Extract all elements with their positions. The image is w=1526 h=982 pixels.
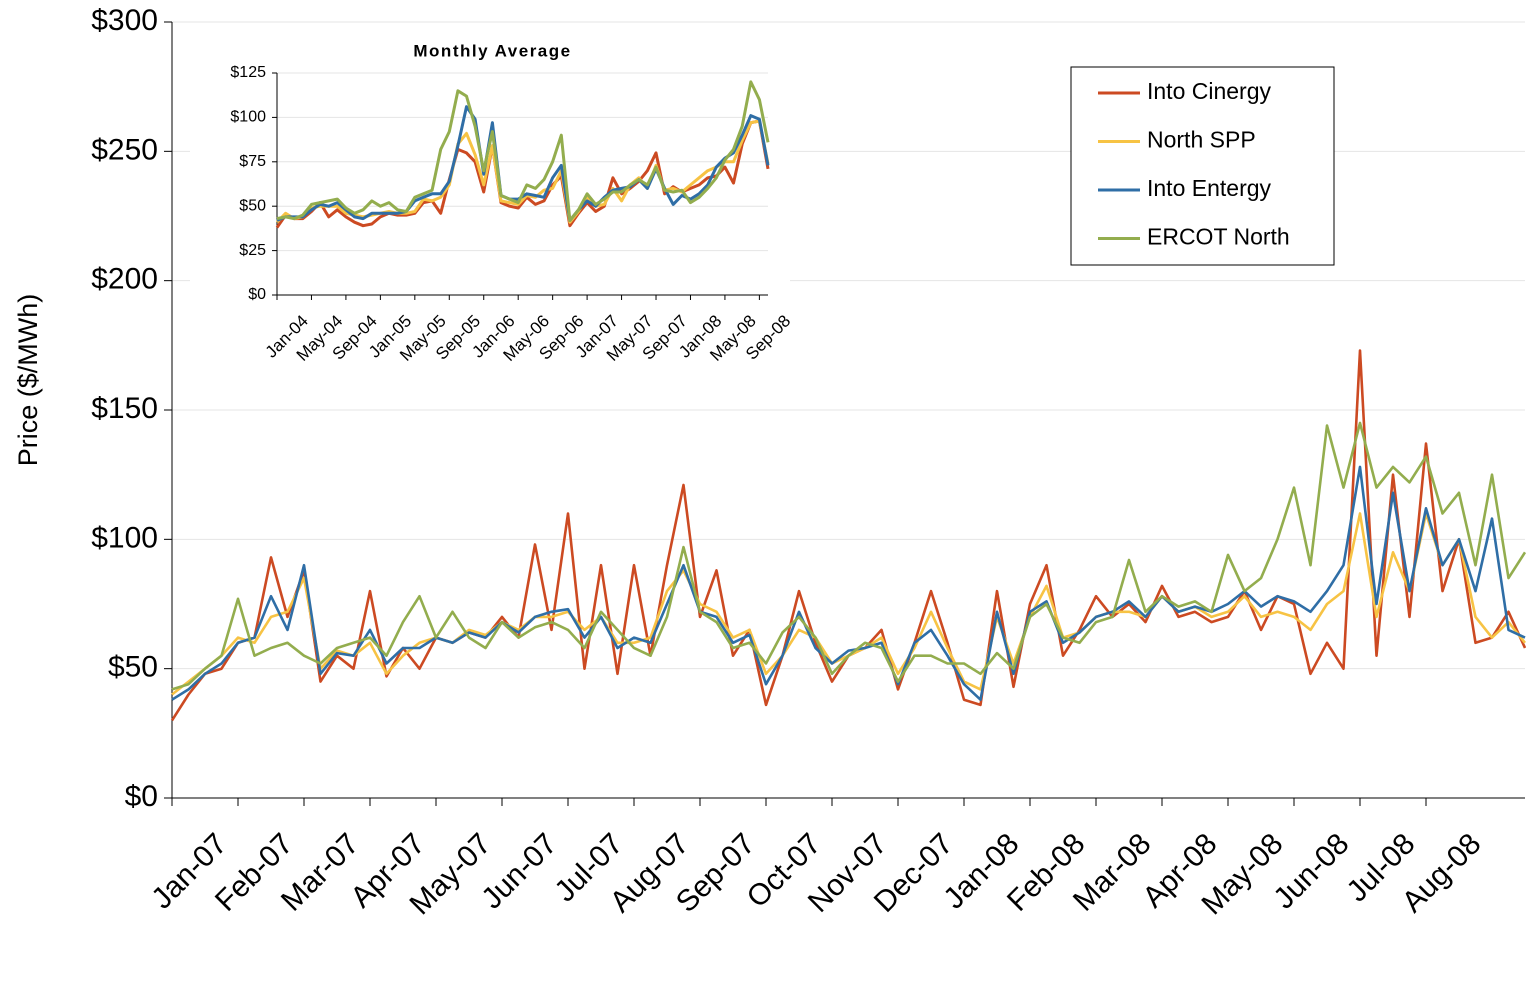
legend-label: Into Entergy xyxy=(1147,175,1272,201)
y-tick-label: $100 xyxy=(91,521,158,554)
y-tick-label: $100 xyxy=(230,109,266,126)
y-tick-label: $300 xyxy=(91,4,158,37)
legend xyxy=(1070,66,1335,266)
chart-title: Monthly Average xyxy=(413,41,571,60)
x-tick-label: Jun-08 xyxy=(1267,827,1355,915)
y-tick-label: $250 xyxy=(91,133,158,166)
y-tick-label: $125 xyxy=(230,64,266,81)
legend-label: ERCOT North xyxy=(1147,224,1290,250)
y-tick-label: $25 xyxy=(239,242,266,259)
series-line xyxy=(171,512,1526,696)
y-tick-label: $0 xyxy=(248,286,266,303)
y-tick-label: $150 xyxy=(91,392,158,425)
series-line xyxy=(171,421,1526,691)
series-line xyxy=(275,119,770,224)
y-tick-label: $50 xyxy=(239,197,266,214)
y-axis-label: Price ($/MWh) xyxy=(13,294,43,467)
legend-label: Into Cinergy xyxy=(1147,78,1272,104)
y-tick-label: $200 xyxy=(91,263,158,296)
y-tick-label: $50 xyxy=(108,651,158,684)
series-line xyxy=(171,465,1526,701)
y-tick-label: $75 xyxy=(239,153,266,170)
y-tick-label: $0 xyxy=(125,780,158,813)
series-line xyxy=(276,80,770,222)
x-tick-label: Jun-07 xyxy=(475,827,563,915)
legend-label: North SPP xyxy=(1147,127,1256,153)
